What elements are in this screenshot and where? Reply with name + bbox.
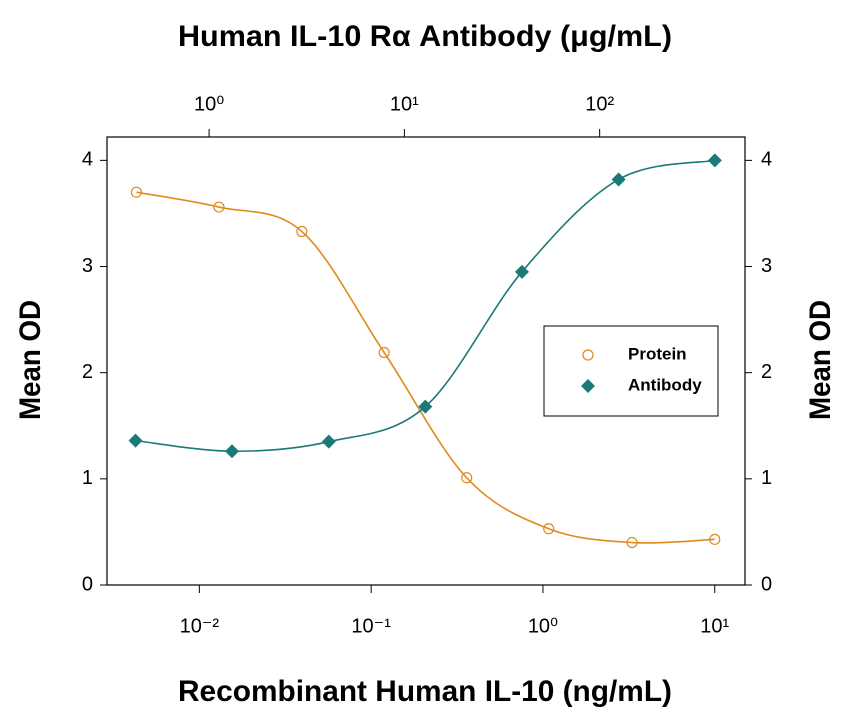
point — [418, 399, 433, 414]
legend-marker — [581, 379, 595, 393]
legend-box — [543, 325, 719, 417]
x-tick-label: 10¹ — [700, 615, 729, 637]
x-tick-label: 10⁰ — [528, 615, 558, 637]
y2-tick-label: 2 — [761, 361, 772, 383]
legend-label: Protein — [628, 344, 687, 363]
y-tick-label: 3 — [82, 255, 93, 277]
y-tick-label: 2 — [82, 361, 93, 383]
point — [130, 186, 142, 198]
point — [296, 225, 308, 238]
y2-axis-title: Mean OD — [804, 300, 837, 420]
point — [378, 346, 390, 359]
plot-frame — [106, 136, 746, 586]
curve — [136, 191, 715, 544]
x2-tick-label: 10⁰ — [194, 93, 224, 115]
point — [543, 523, 555, 535]
point — [128, 433, 143, 448]
y2-tick-label: 3 — [761, 255, 772, 277]
point — [321, 434, 336, 449]
point — [709, 533, 721, 545]
point — [213, 201, 225, 213]
x2-tick-label: 10¹ — [390, 93, 419, 115]
point — [225, 444, 240, 459]
x-axis-title: Recombinant Human IL-10 (ng/mL) — [178, 675, 672, 708]
chart-title: Human IL-10 Rα Antibody (μg/mL) — [178, 20, 672, 53]
y-axis-title: Mean OD — [14, 300, 47, 420]
point — [626, 536, 638, 549]
y2-tick-label: 1 — [761, 467, 772, 489]
y-tick-label: 4 — [82, 149, 93, 171]
x-tick-label: 10⁻² — [180, 615, 220, 637]
y2-tick-label: 4 — [761, 149, 772, 171]
point — [707, 153, 722, 168]
legend-marker — [582, 349, 594, 361]
y-tick-label: 0 — [82, 573, 93, 595]
point — [461, 472, 473, 484]
legend-label: Antibody — [628, 375, 702, 394]
x2-tick-label: 10² — [585, 93, 614, 115]
point — [611, 172, 626, 187]
y2-tick-label: 0 — [761, 573, 772, 595]
x-tick-label: 10⁻¹ — [351, 615, 391, 637]
point — [514, 264, 529, 279]
y-tick-label: 1 — [82, 467, 93, 489]
